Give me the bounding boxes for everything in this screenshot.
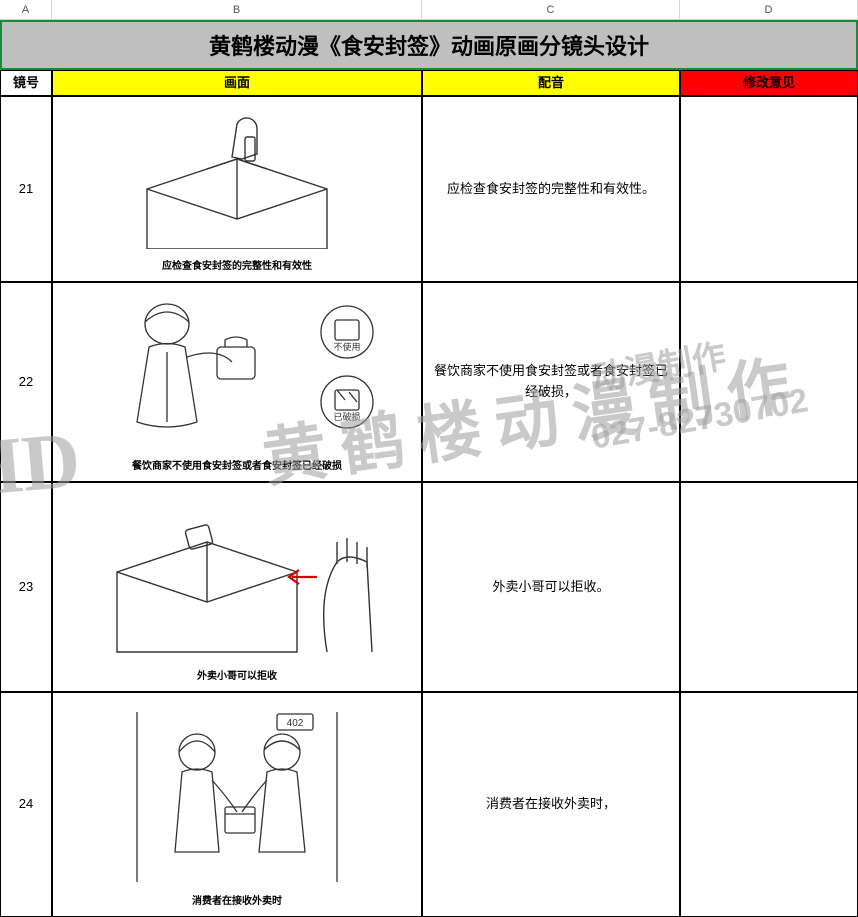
frame-caption: 消费者在接收外卖时 [192, 890, 282, 910]
shot-cell[interactable]: 21 [0, 96, 52, 282]
voice-cell[interactable]: 外卖小哥可以拒收。 [422, 482, 680, 692]
col-header-d[interactable]: D [680, 0, 858, 20]
col-header-b[interactable]: B [52, 0, 422, 20]
voice-cell[interactable]: 应检查食安封签的完整性和有效性。 [422, 96, 680, 282]
column-header-row: A B C D [0, 0, 858, 20]
table-row: 23 外卖小哥可以 [0, 482, 858, 692]
spreadsheet-view: A B C D 黄鹤楼动漫《食安封签》动画原画分镜头设计 镜号 画面 配音 修改… [0, 0, 858, 917]
voice-cell[interactable]: 餐饮商家不使用食安封签或者食安封签已经破损， [422, 282, 680, 482]
header-voice[interactable]: 配音 [422, 70, 680, 96]
notes-cell[interactable] [680, 96, 858, 282]
svg-text:402: 402 [287, 718, 304, 729]
shot-cell[interactable]: 23 [0, 482, 52, 692]
shot-cell[interactable]: 24 [0, 692, 52, 917]
frame-cell[interactable]: 应检查食安封签的完整性和有效性 [52, 96, 422, 282]
sketch-box-hand [59, 103, 415, 255]
sketch-consumer-receive: 402 [59, 699, 415, 890]
notes-cell[interactable] [680, 692, 858, 917]
notes-cell[interactable] [680, 482, 858, 692]
col-header-a[interactable]: A [0, 0, 52, 20]
title-merged-cell[interactable]: 黄鹤楼动漫《食安封签》动画原画分镜头设计 [0, 20, 858, 70]
arrow-icon [289, 570, 317, 584]
frame-cell[interactable]: 外卖小哥可以拒收 [52, 482, 422, 692]
table-row: 24 402 [0, 692, 858, 917]
voice-cell[interactable]: 消费者在接收外卖时， [422, 692, 680, 917]
frame-cell[interactable]: 不使用 已破损 餐饮商家不使用食安封签或者食安封签已经破损 [52, 282, 422, 482]
col-header-c[interactable]: C [422, 0, 680, 20]
frame-caption: 餐饮商家不使用食安封签或者食安封签已经破损 [132, 455, 342, 475]
table-header-row: 镜号 画面 配音 修改意见 [0, 70, 858, 96]
sketch-delivery-person: 不使用 已破损 [59, 289, 415, 455]
svg-text:不使用: 不使用 [333, 341, 360, 352]
header-frame[interactable]: 画面 [52, 70, 422, 96]
header-shot[interactable]: 镜号 [0, 70, 52, 96]
notes-cell[interactable] [680, 282, 858, 482]
table-row: 22 不使用 [0, 282, 858, 482]
title-text: 黄鹤楼动漫《食安封签》动画原画分镜头设计 [209, 29, 649, 61]
sketch-refuse-box [59, 489, 415, 665]
frame-cell[interactable]: 402 消费者在接收外卖时 [52, 692, 422, 917]
header-notes[interactable]: 修改意见 [680, 70, 858, 96]
table-row: 21 应检查食安封签的完整性和有效性 应检查食安封签的完整性和有效性。 [0, 96, 858, 282]
frame-caption: 外卖小哥可以拒收 [197, 665, 277, 685]
shot-cell[interactable]: 22 [0, 282, 52, 482]
frame-caption: 应检查食安封签的完整性和有效性 [162, 255, 312, 275]
svg-text:已破损: 已破损 [333, 411, 360, 422]
